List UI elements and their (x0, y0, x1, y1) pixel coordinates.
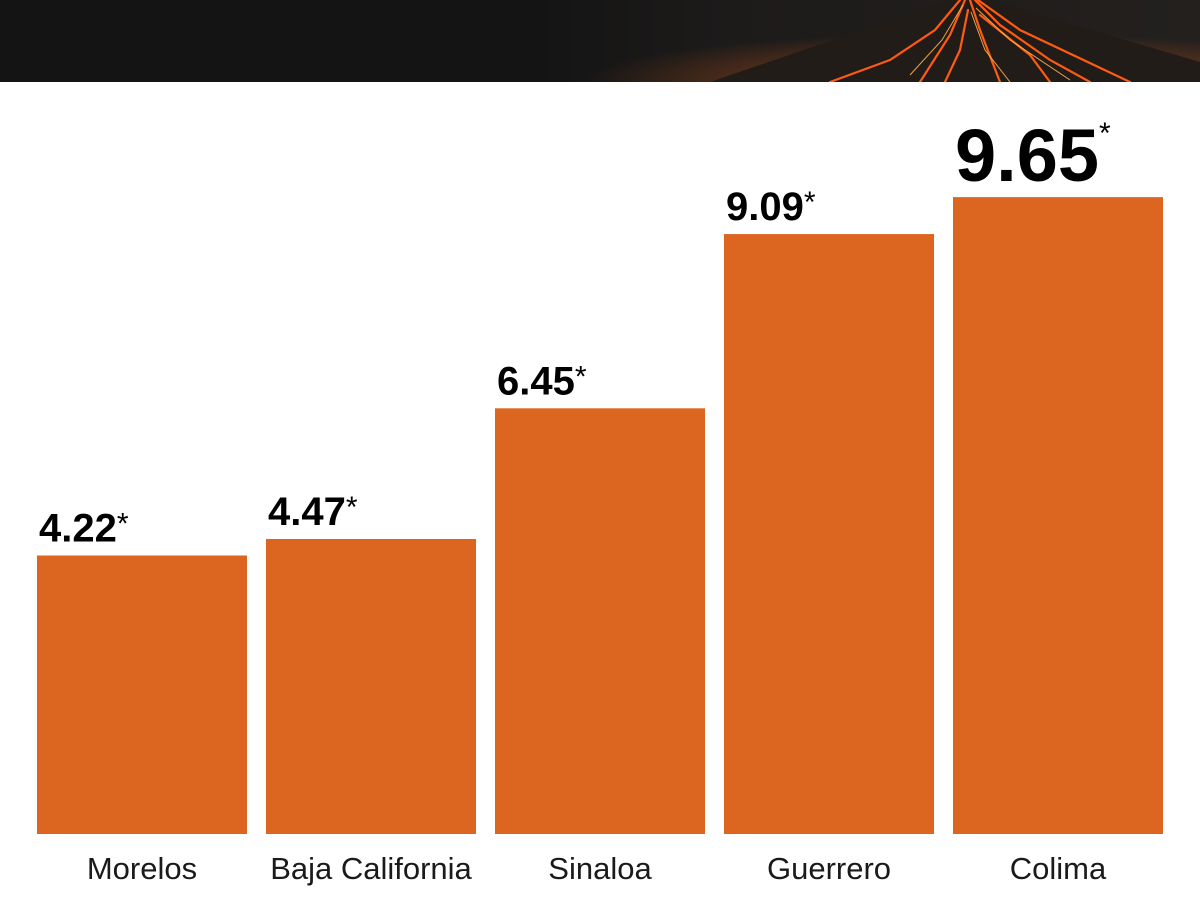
bar-morelos (37, 555, 247, 834)
bar-colima (953, 197, 1163, 835)
bar-sinaloa (495, 408, 705, 834)
bar-chart: 4.22* Morelos 4.47* Baja California 6.45* Sin… (37, 114, 1163, 886)
category-label: Morelos (87, 851, 197, 886)
value-label: 4.47* (268, 490, 358, 534)
volcano-photo (530, 0, 1200, 82)
value-label: 9.65* (955, 114, 1111, 197)
category-label: Guerrero (767, 851, 891, 886)
bar-guerrero (724, 234, 934, 834)
header-banner (0, 0, 1200, 82)
value-asterisk: * (575, 360, 587, 393)
category-label: Sinaloa (548, 851, 652, 886)
category-label: Colima (1010, 851, 1107, 886)
value-asterisk: * (117, 507, 129, 540)
category-label: Baja California (270, 851, 472, 886)
value-asterisk: * (804, 186, 816, 219)
volcano-lava-image (530, 0, 1200, 82)
value-asterisk: * (1099, 117, 1111, 150)
value-asterisk: * (346, 491, 358, 524)
bar-baja-california (266, 538, 476, 834)
value-label: 4.22* (39, 506, 129, 550)
chart-area: 4.22* Morelos 4.47* Baja California 6.45* Sin… (0, 82, 1200, 900)
value-label: 9.09* (726, 185, 816, 229)
value-label: 6.45* (497, 359, 587, 403)
